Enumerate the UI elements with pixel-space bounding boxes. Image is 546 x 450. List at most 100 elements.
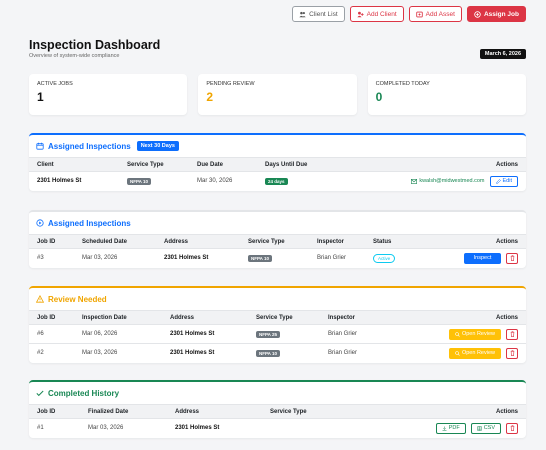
table-row: #1 Mar 03, 2026 2301 Holmes St PDF CSV [29, 418, 526, 438]
delete-button[interactable] [506, 347, 518, 359]
assign-job-label: Assign Job [483, 10, 519, 18]
open-review-button[interactable]: Open Review [448, 328, 501, 340]
job-id-cell: #2 [29, 343, 74, 363]
trash-icon [510, 350, 514, 357]
open-review-button[interactable]: Open Review [448, 347, 501, 359]
service-chip: NFPA 10 [127, 177, 152, 185]
stat-completed-today: Completed Today 0 [367, 74, 526, 115]
column-header: Actions [343, 157, 526, 172]
upcoming-inspections-card: Assigned Inspections Next 30 Days Client… [29, 133, 526, 191]
plus-circle-icon [474, 10, 481, 18]
job-id-cell: #1 [29, 418, 80, 438]
users-icon [299, 11, 306, 17]
column-header: Client [29, 157, 119, 172]
next-30-days-badge: Next 30 Days [136, 141, 179, 151]
spreadsheet-icon [477, 426, 482, 431]
delete-button[interactable] [506, 328, 518, 340]
card-title: Assigned Inspections [48, 218, 131, 228]
card-header: Completed History [29, 382, 526, 404]
column-header: Actions [421, 234, 526, 249]
open-review-label: Open Review [461, 350, 495, 357]
open-review-label: Open Review [461, 331, 495, 337]
stat-active-jobs: Active Jobs 1 [29, 74, 188, 115]
pdf-label: PDF [448, 425, 460, 432]
address-cell: 2301 Holmes St [162, 343, 248, 363]
csv-label: CSV [483, 425, 495, 432]
date-badge: March 6, 2026 [479, 49, 526, 59]
add-client-label: Add Client [366, 10, 397, 18]
email-link[interactable]: kwalsh@midwestmed.com [411, 178, 485, 185]
csv-button[interactable]: CSV [470, 422, 501, 434]
actions-cell: PDF CSV [353, 418, 526, 438]
add-asset-label: Add Asset [425, 10, 455, 18]
envelope-icon [411, 178, 418, 184]
table-row: #6 Mar 06, 2026 2301 Holmes St NFPA 25 B… [29, 324, 526, 344]
add-asset-button[interactable]: Add Asset [408, 6, 462, 22]
play-circle-icon [36, 219, 44, 227]
inspector-cell: Brian Grier [320, 324, 392, 344]
box-plus-icon [415, 11, 423, 17]
assign-job-button[interactable]: Assign Job [466, 6, 526, 22]
table-row: #3 Mar 03, 2026 2301 Holmes St NFPA 10 B… [29, 248, 526, 268]
column-header: Days Until Due [257, 157, 344, 172]
page-header: Inspection Dashboard Overview of system-… [29, 38, 526, 59]
search-icon [455, 350, 460, 356]
page-subtitle: Overview of system-wide compliance [29, 53, 120, 59]
trash-icon [510, 425, 514, 432]
download-icon [442, 426, 447, 431]
add-client-button[interactable]: Add Client [349, 6, 404, 22]
column-header: Address [167, 404, 262, 419]
job-id-cell: #6 [29, 324, 74, 344]
completed-table: Job ID Finalized Date Address Service Ty… [29, 404, 526, 438]
page-title: Inspection Dashboard [29, 38, 161, 52]
address-cell: 2301 Holmes St [156, 248, 240, 268]
due-date-cell: Mar 30, 2026 [189, 171, 257, 191]
card-title: Completed History [48, 388, 120, 398]
inspect-button[interactable]: Inspect [464, 252, 501, 264]
stat-value: 1 [37, 90, 44, 104]
column-header: Inspection Date [74, 310, 162, 325]
table-header-row: Job ID Inspection Date Address Service T… [29, 310, 526, 325]
actions-cell: Open Review [391, 324, 526, 344]
assigned-table: Job ID Scheduled Date Address Service Ty… [29, 234, 526, 268]
table-header-row: Job ID Finalized Date Address Service Ty… [29, 404, 526, 419]
edit-label: Edit [502, 178, 512, 185]
days-cell: 24 days [257, 171, 344, 191]
date-cell: Mar 03, 2026 [74, 248, 156, 268]
address-cell: 2301 Holmes St [162, 324, 248, 344]
stat-label: Pending Review [206, 81, 255, 87]
pdf-button[interactable]: PDF [435, 422, 466, 434]
job-id-cell: #3 [29, 248, 74, 268]
column-header: Status [365, 234, 422, 249]
status-cell: Active [365, 248, 422, 268]
service-cell: NFPA 10 [240, 248, 309, 268]
column-header: Service Type [240, 234, 309, 249]
stat-value: 0 [375, 90, 383, 104]
column-header: Actions [391, 310, 526, 325]
column-header: Finalized Date [80, 404, 167, 419]
assigned-inspections-card: Assigned Inspections Job ID Scheduled Da… [29, 210, 526, 268]
service-cell: NFPA 10 [248, 343, 320, 363]
column-header: Actions [353, 404, 526, 419]
delete-button[interactable] [506, 422, 518, 434]
edit-button[interactable]: Edit [489, 175, 518, 187]
delete-button[interactable] [506, 252, 518, 264]
service-cell: NFPA 10 [119, 171, 189, 191]
service-chip: NFPA 25 [256, 330, 281, 338]
column-header: Inspector [320, 310, 392, 325]
column-header: Inspector [309, 234, 365, 249]
client-list-button[interactable]: Client List [292, 6, 345, 22]
card-title: Assigned Inspections [48, 141, 131, 151]
trash-icon [510, 331, 514, 337]
search-icon [455, 331, 460, 337]
column-header: Job ID [29, 310, 74, 325]
service-cell [262, 418, 354, 438]
column-header: Due Date [189, 157, 257, 172]
inspector-cell: Brian Grier [309, 248, 365, 268]
email-text: kwalsh@midwestmed.com [419, 178, 485, 185]
actions-cell: Inspect [421, 248, 526, 268]
column-header: Address [162, 310, 248, 325]
client-list-label: Client List [309, 10, 338, 18]
column-header: Scheduled Date [74, 234, 156, 249]
table-header-row: Job ID Scheduled Date Address Service Ty… [29, 234, 526, 249]
